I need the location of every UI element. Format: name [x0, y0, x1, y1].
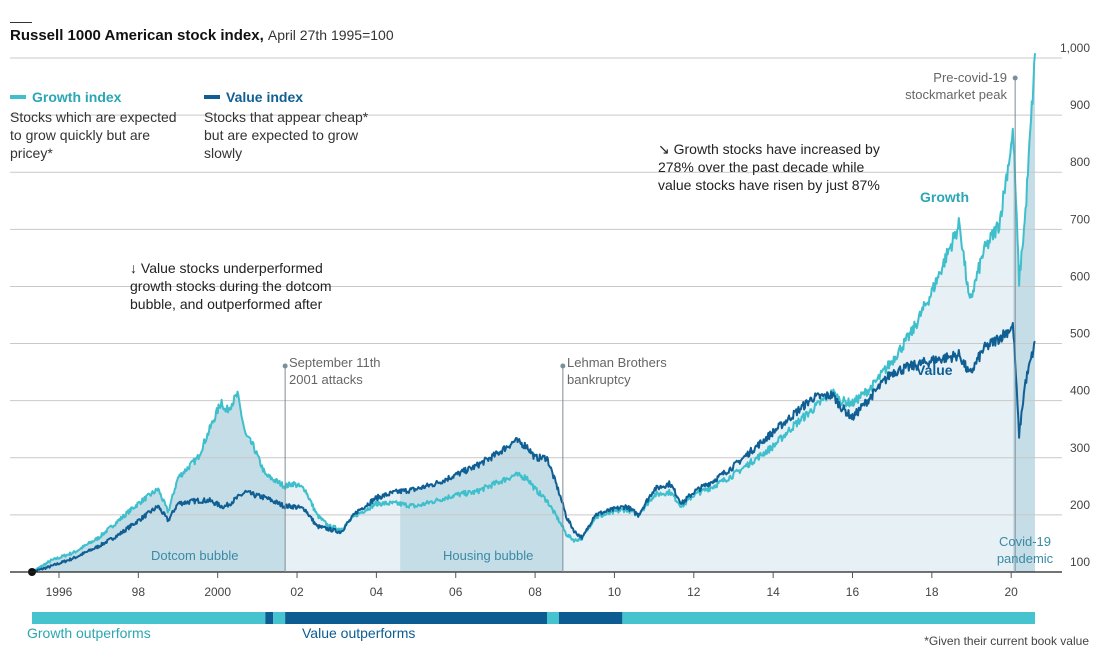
housing-period-label: Housing bubble	[443, 548, 534, 563]
y-tick-label-400: 400	[1070, 384, 1090, 398]
legend-growth-description: Stocks which are expected to grow quickl…	[10, 109, 177, 161]
event-dot-0	[282, 363, 288, 369]
series-lines	[28, 53, 1036, 576]
legend-value: Value index Stocks that appear cheap* bu…	[204, 88, 384, 162]
sept11-label: September 11th 2001 attacks	[289, 355, 381, 387]
growth-line	[31, 53, 1036, 574]
value-line	[31, 322, 1036, 574]
lehman-label: Lehman Brothers bankruptcy	[567, 355, 667, 387]
shaded-area-layer	[32, 58, 1035, 572]
band-segment-4	[546, 612, 559, 624]
x-tick-label-2006: 06	[449, 585, 463, 599]
area-fill-all	[32, 77, 1035, 572]
legend-growth-label: Growth index	[32, 89, 122, 105]
growth-series-label: Growth	[920, 189, 969, 205]
x-tick-label-1996: 1996	[46, 585, 73, 599]
footnote: *Given their current book value	[924, 634, 1089, 648]
x-tick-label-2008: 08	[528, 585, 542, 599]
chart-title: Russell 1000 American stock index, April…	[10, 27, 394, 44]
event-dot-2	[1012, 75, 1018, 81]
x-tick-label-2018: 18	[925, 585, 939, 599]
band-segment-3	[285, 612, 547, 624]
event-markers	[282, 75, 1018, 572]
band-segment-2	[273, 612, 286, 624]
growth-outperforms-label: Growth outperforms	[27, 625, 151, 641]
event-dot-1	[560, 363, 566, 369]
shaded-period-0	[32, 396, 286, 572]
chart-title-main: Russell 1000 American stock index,	[10, 27, 264, 44]
band-segment-6	[622, 612, 1035, 624]
title-rule	[10, 22, 32, 23]
decade-annotation: ↘ Growth stocks have increased by 278% o…	[658, 141, 880, 193]
x-tick-label-2000: 2000	[204, 585, 231, 599]
x-tick-label-2004: 04	[370, 585, 384, 599]
y-tick-label-200: 200	[1070, 498, 1090, 512]
covid-period-label: Covid-19 pandemic	[996, 534, 1054, 566]
band-segment-0	[32, 612, 266, 624]
precovid-label: Pre-covid-19 stockmarket peak	[905, 70, 1007, 102]
value-series-label: Value	[916, 362, 953, 378]
x-tick-label-2014: 14	[766, 585, 780, 599]
gridlines	[10, 57, 1062, 516]
value-outperforms-label: Value outperforms	[302, 625, 416, 641]
x-tick-label-2012: 12	[687, 585, 701, 599]
legend-value-description: Stocks that appear cheap* but are expect…	[204, 109, 369, 161]
dotcom-period-label: Dotcom bubble	[151, 548, 239, 563]
x-tick-label-1998: 98	[132, 585, 146, 599]
x-tick-label-2002: 02	[290, 585, 304, 599]
value-swatch-icon	[204, 95, 220, 99]
shaded-period-2	[1013, 58, 1035, 572]
y-tick-label-500: 500	[1070, 327, 1090, 341]
y-tick-label-1000: 1,000	[1060, 41, 1090, 55]
y-tick-label-900: 900	[1070, 98, 1090, 112]
legend-growth: Growth index Stocks which are expected t…	[10, 88, 190, 162]
shaded-period-1	[400, 440, 563, 572]
outperformance-band	[32, 612, 1035, 624]
chart-subtitle: April 27th 1995=100	[267, 27, 394, 43]
growth-swatch-icon	[10, 95, 26, 99]
y-tick-label-300: 300	[1070, 441, 1090, 455]
y-tick-label-600: 600	[1070, 269, 1090, 283]
x-tick-label-2016: 16	[846, 585, 860, 599]
x-tick-label-2020: 20	[1005, 585, 1019, 599]
dotcom-annotation: ↓ Value stocks underperformed growth sto…	[130, 260, 332, 312]
axes: 100 200 300 400 500 600 700 800 900 1,000 1996 98 20…	[10, 41, 1090, 599]
y-tick-label-100: 100	[1070, 555, 1090, 569]
band-segment-1	[265, 612, 274, 624]
y-tick-label-800: 800	[1070, 155, 1090, 169]
band-segment-5	[558, 612, 623, 624]
legend-value-label: Value index	[226, 89, 304, 105]
y-tick-label-700: 700	[1070, 212, 1090, 226]
x-tick-label-2010: 10	[608, 585, 622, 599]
